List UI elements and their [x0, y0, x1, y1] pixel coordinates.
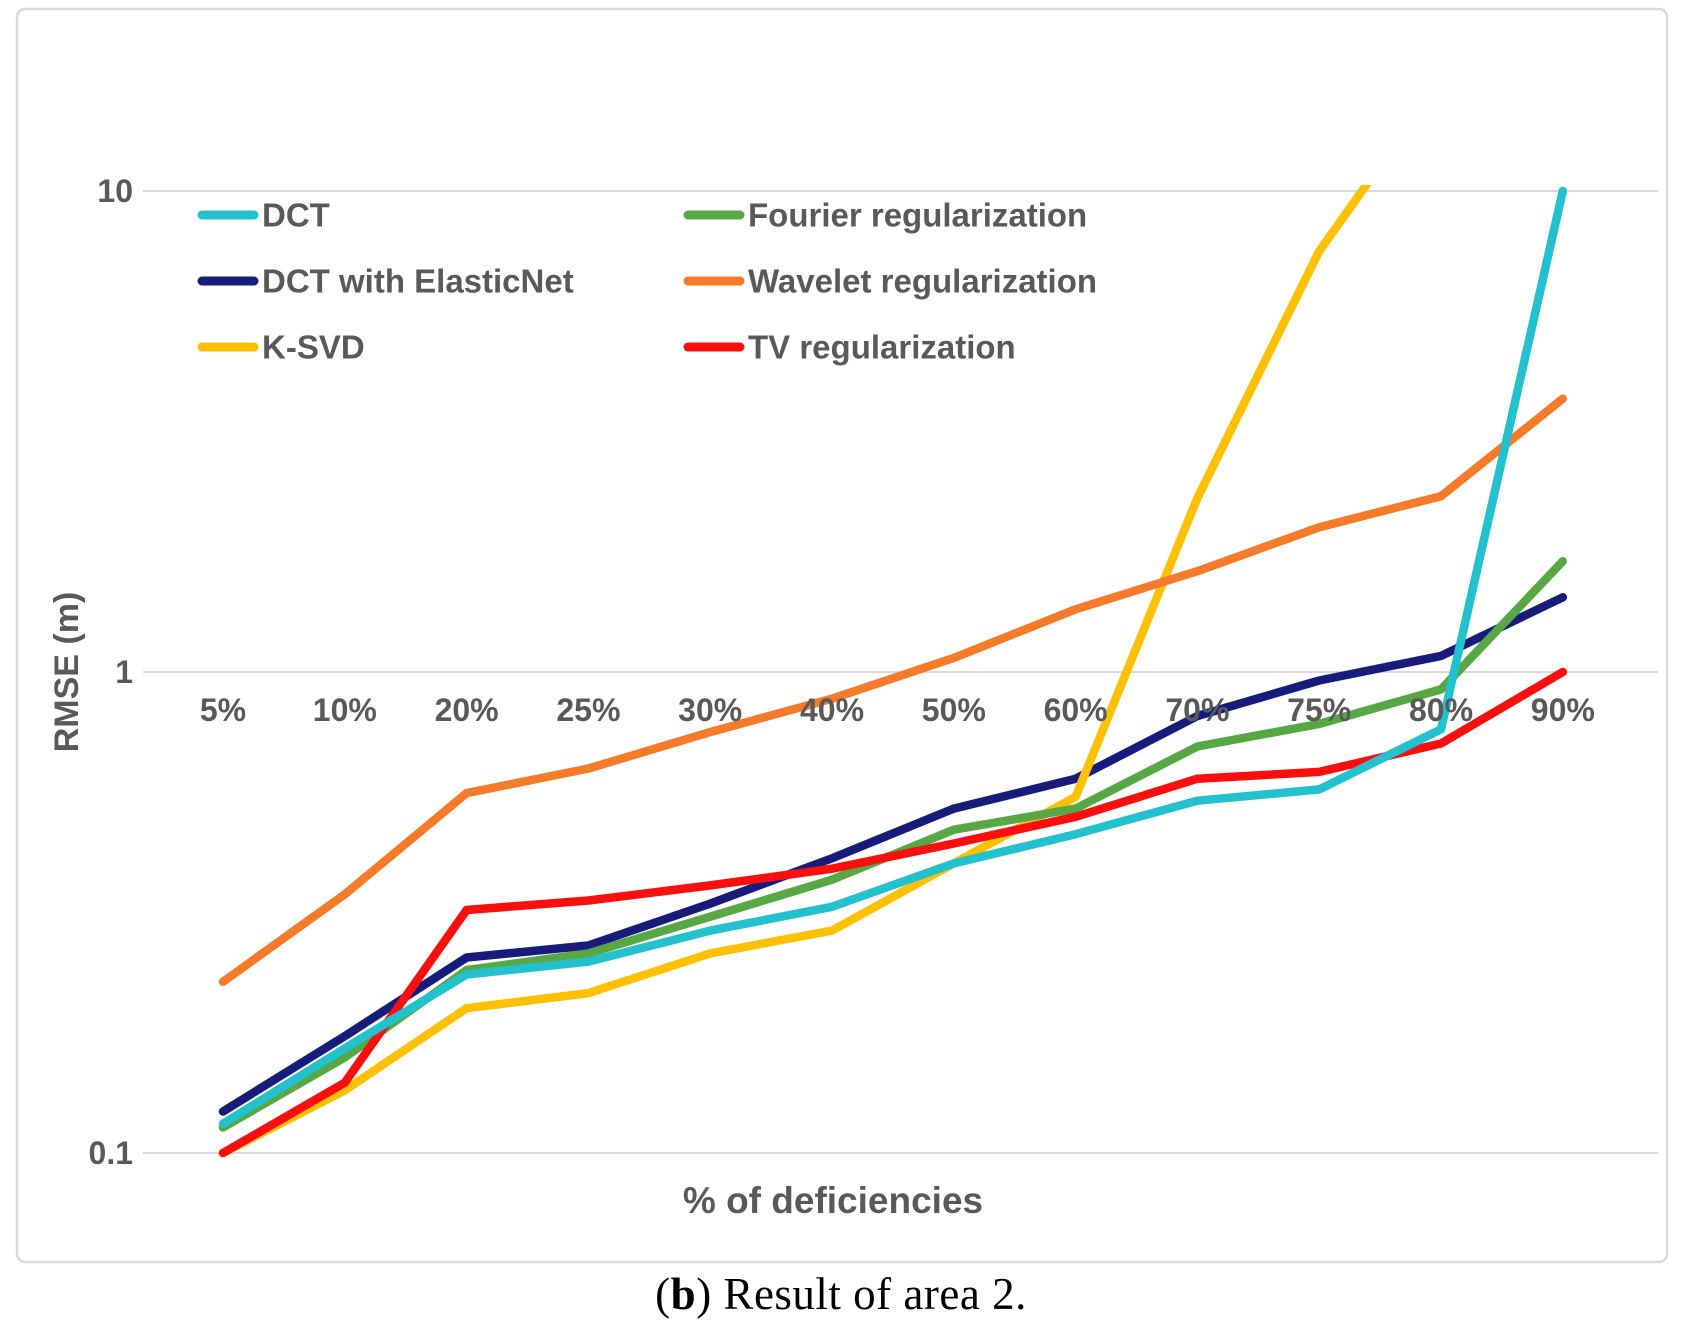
x-tick-label: 30% [678, 692, 742, 728]
caption-open-paren: ( [655, 1269, 671, 1319]
series-lines [218, 185, 1568, 1158]
caption-bold-letter: b [670, 1269, 697, 1319]
legend-item: DCT with ElasticNet [197, 263, 574, 300]
legend-label: Fourier regularization [748, 197, 1087, 234]
x-tick-label: 20% [435, 692, 499, 728]
x-tick-label: 40% [800, 692, 864, 728]
y-tick-label: 0.1 [89, 1135, 133, 1171]
series-line-tv-regularization [218, 667, 1568, 1158]
legend-item: TV regularization [683, 329, 1016, 366]
x-tick-label: 70% [1165, 692, 1229, 728]
x-tick-label: 25% [556, 692, 620, 728]
legend-item: Fourier regularization [683, 197, 1087, 234]
legend-label: K-SVD [262, 329, 365, 366]
chart-border [15, 7, 1669, 1264]
x-tick-label: 80% [1409, 692, 1473, 728]
y-tick-label: 10 [97, 173, 133, 209]
legend-label: TV regularization [748, 329, 1016, 366]
y-axis-tick-labels: 10 1 0.1 [89, 173, 133, 1171]
series-line-k-svd [218, 185, 1372, 1158]
x-tick-label: 60% [1044, 692, 1108, 728]
legend-item: DCT [197, 197, 330, 234]
legend-item: K-SVD [197, 329, 365, 366]
x-tick-label: 10% [313, 692, 377, 728]
x-axis-tick-labels: 5% 10% 20% 25% 30% 40% 50% 60% 70% 75% 80% 90% [200, 692, 1595, 728]
legend-label: DCT [262, 197, 330, 234]
y-tick-label: 1 [115, 654, 133, 690]
legend-label: DCT with ElasticNet [262, 263, 574, 300]
x-tick-label: 5% [200, 692, 246, 728]
legend: DCT DCT with ElasticNet K-SVD Fourier regul… [197, 197, 1097, 366]
series-line-dct [218, 186, 1568, 1129]
legend-label: Wavelet regularization [748, 263, 1097, 300]
series-line-wavelet-regularization [218, 394, 1568, 987]
x-axis-title: % of deficiencies [683, 1180, 983, 1221]
figure-caption: (b) Result of area 2. [0, 1268, 1682, 1320]
series-line-dct-with-elasticnet [218, 593, 1568, 1116]
series-line-fourier-regularization [218, 556, 1568, 1132]
caption-rest: ) Result of area 2. [696, 1269, 1027, 1319]
y-axis-title: RMSE (m) [48, 592, 86, 753]
legend-item: Wavelet regularization [683, 263, 1097, 300]
x-tick-label: 90% [1531, 692, 1595, 728]
x-tick-label: 75% [1287, 692, 1351, 728]
x-tick-label: 50% [922, 692, 986, 728]
